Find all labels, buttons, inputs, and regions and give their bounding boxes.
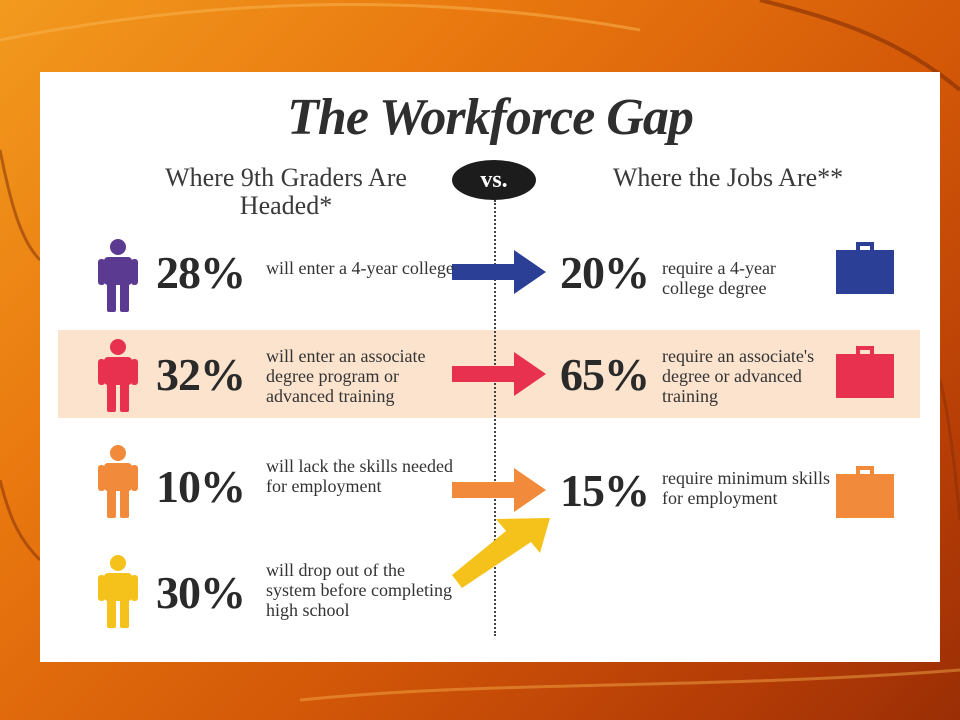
right-percent: 65% (560, 349, 650, 400)
left-description: will drop out of the system before compl… (266, 560, 452, 620)
right-percent: 15% (560, 465, 650, 516)
right-description: require a 4-year college degree (662, 258, 776, 298)
left-column-heading: Where 9th Graders Are Headed* (165, 163, 407, 220)
person-icon (98, 239, 138, 312)
person-icon (98, 555, 138, 628)
left-description: will lack the skills needed for employme… (266, 456, 453, 496)
arrow-row-2 (452, 352, 546, 396)
left-description: will enter an associate degree program o… (266, 346, 426, 406)
right-percent: 20% (560, 247, 650, 298)
right-column-heading: Where the Jobs Are** (612, 163, 844, 192)
page-title: The Workforce Gap (287, 89, 694, 146)
person-icon (98, 339, 138, 412)
arrow-row-4 (452, 518, 550, 588)
briefcase-icon (836, 346, 894, 398)
right-description: require minimum skills for employment (662, 468, 830, 508)
left-percent: 28% (156, 247, 246, 298)
left-percent: 10% (156, 461, 246, 512)
briefcase-icon (836, 242, 894, 294)
person-icon (98, 445, 138, 518)
vs-badge: vs. (452, 160, 536, 200)
arrow-row-3 (452, 468, 546, 512)
arrow-row-1 (452, 250, 546, 294)
right-description: require an associate's degree or advance… (662, 346, 815, 406)
arrows-layer (452, 250, 550, 588)
left-description: will enter a 4-year college (266, 258, 454, 278)
left-percent: 32% (156, 349, 246, 400)
dotted-divider (494, 200, 496, 636)
infographic-panel: The Workforce Gap Where 9th Graders Are … (40, 72, 940, 662)
left-percent: 30% (156, 567, 246, 618)
briefcase-icon (836, 466, 894, 518)
